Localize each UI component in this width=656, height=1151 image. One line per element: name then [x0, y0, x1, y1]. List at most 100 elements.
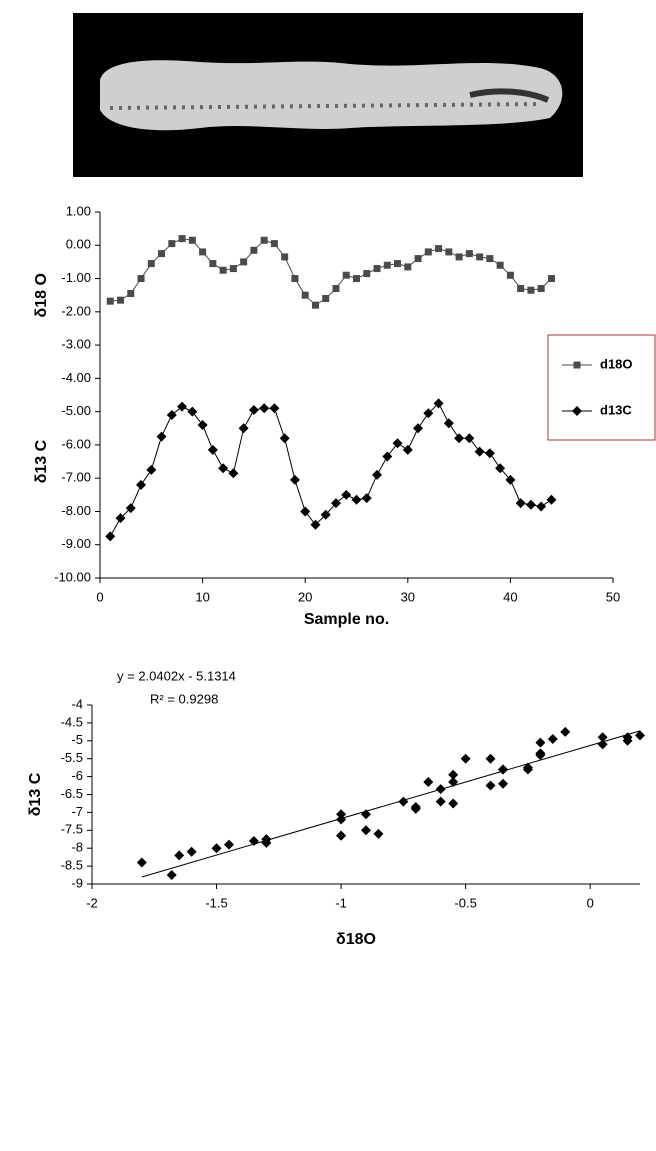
y-tick-label: -6: [71, 768, 83, 783]
marker: [455, 253, 463, 261]
marker: [199, 248, 207, 256]
x-tick-label: 0: [96, 589, 103, 604]
marker: [209, 260, 217, 268]
y-tick-label: -1.00: [61, 270, 91, 285]
y-tick-label: -8: [71, 840, 83, 855]
marker: [382, 451, 393, 462]
y-tick-label: -4.5: [61, 714, 83, 729]
x-tick-label: -1.5: [205, 895, 227, 910]
marker: [270, 240, 278, 248]
marker: [537, 285, 545, 293]
y-tick-label: -9.00: [61, 536, 91, 551]
marker: [597, 739, 608, 750]
marker: [383, 261, 391, 269]
marker: [433, 398, 444, 409]
marker: [573, 361, 581, 369]
marker: [158, 250, 166, 258]
y-tick-label: -8.5: [61, 858, 83, 873]
marker: [105, 531, 116, 542]
x-tick-label: 0: [587, 895, 594, 910]
marker: [547, 275, 555, 283]
marker: [136, 479, 147, 490]
marker: [188, 236, 196, 244]
bone-groove: [469, 88, 550, 103]
marker: [485, 753, 496, 764]
marker: [372, 469, 383, 480]
marker: [301, 291, 309, 299]
bone: [100, 60, 563, 131]
marker: [495, 463, 506, 474]
y-tick-label: -8.00: [61, 503, 91, 518]
x-tick-label: -2: [86, 895, 98, 910]
marker: [291, 275, 299, 283]
marker: [361, 493, 372, 504]
marker: [211, 843, 222, 854]
marker: [423, 408, 434, 419]
marker: [448, 769, 459, 780]
legend-label: d18O: [600, 356, 633, 371]
series-line: [109, 402, 552, 537]
marker: [505, 474, 516, 485]
marker: [484, 448, 495, 459]
trendline-equation: y = 2.0402x - 5.1314: [117, 668, 236, 683]
marker: [147, 260, 155, 268]
y-tick-label: -5: [71, 732, 83, 747]
marker: [177, 401, 188, 412]
x-tick-label: -1: [335, 895, 347, 910]
x-tick-label: 40: [503, 589, 517, 604]
marker: [125, 503, 136, 514]
marker: [424, 248, 432, 256]
marker: [250, 246, 258, 254]
trendline-r2: R² = 0.9298: [150, 691, 218, 706]
marker: [525, 499, 536, 510]
y-tick-label: 1.00: [66, 203, 91, 218]
y-tick-label: -5.5: [61, 750, 83, 765]
marker: [498, 764, 508, 775]
marker: [622, 732, 633, 743]
marker: [572, 406, 582, 416]
marker: [174, 850, 185, 861]
marker: [156, 431, 167, 442]
marker: [248, 404, 259, 415]
marker: [330, 498, 341, 509]
marker: [398, 796, 409, 807]
marker: [546, 494, 557, 505]
y-axis-title: δ13 C: [27, 772, 44, 816]
marker: [402, 444, 413, 455]
marker: [269, 403, 280, 414]
marker: [289, 474, 300, 485]
marker: [506, 271, 514, 279]
marker: [394, 260, 402, 268]
marker: [197, 419, 208, 430]
marker: [187, 406, 198, 417]
marker: [336, 814, 347, 825]
marker: [361, 825, 371, 836]
marker: [373, 828, 384, 839]
marker: [435, 245, 443, 253]
marker: [454, 433, 465, 444]
marker: [300, 506, 311, 517]
series-line: [110, 238, 552, 306]
marker: [342, 271, 350, 279]
marker: [392, 438, 403, 449]
marker: [166, 409, 177, 420]
marker: [363, 270, 371, 278]
y-tick-label: -9: [71, 875, 83, 890]
marker: [248, 836, 259, 847]
marker: [515, 498, 526, 509]
y-tick-label: -2.00: [61, 303, 91, 318]
marker: [353, 275, 360, 283]
x-tick-label: 20: [298, 589, 312, 604]
x-tick-label: 10: [195, 589, 209, 604]
marker: [373, 265, 381, 273]
marker: [336, 830, 347, 841]
marker: [517, 285, 525, 293]
y-tick-label: -4: [71, 696, 83, 711]
marker: [136, 857, 147, 868]
y-tick-label: -6.00: [61, 436, 91, 451]
marker: [219, 266, 227, 274]
marker: [476, 253, 484, 261]
marker: [146, 464, 157, 475]
y-tick-label: -7.5: [61, 822, 83, 837]
